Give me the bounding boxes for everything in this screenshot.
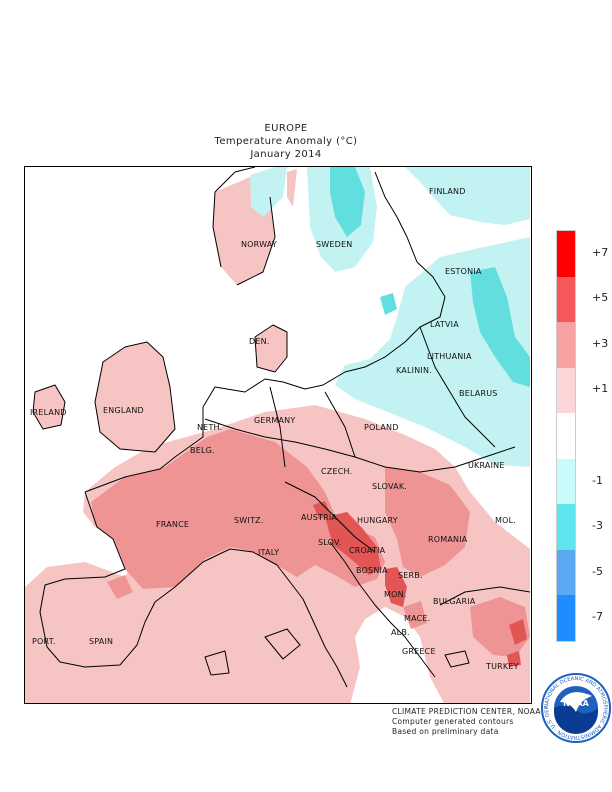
country-label-turkey: TURKEY (486, 662, 519, 671)
legend-tick-label: -7 (592, 610, 603, 624)
legend-tick-label: -5 (592, 564, 603, 578)
country-label-mon: MON. (384, 590, 407, 599)
cold-anomaly-3-5-region (330, 167, 530, 387)
legend-tick-label: +3 (592, 336, 609, 350)
country-label-finland: FINLAND (429, 187, 466, 196)
country-label-lithuania: LITHUANIA (427, 352, 472, 361)
country-label-neth: NETH. (197, 423, 223, 432)
country-label-sweden: SWEDEN (316, 240, 353, 249)
legend-swatch (557, 504, 575, 550)
country-label-slov: SLOV. (318, 538, 342, 547)
country-label-estonia: ESTONIA (445, 267, 482, 276)
credits-block: CLIMATE PREDICTION CENTER, NOAA Computer… (392, 707, 541, 737)
country-label-serb: SERB. (398, 571, 423, 580)
country-label-austria: AUSTRIA (301, 513, 338, 522)
country-label-norway: NORWAY (241, 240, 277, 249)
country-label-poland: POLAND (364, 423, 399, 432)
map-title: EUROPE Temperature Anomaly (°C) January … (0, 122, 572, 161)
country-label-germany: GERMANY (254, 416, 296, 425)
country-label-england: ENGLAND (103, 406, 144, 415)
legend-swatch (557, 322, 575, 368)
country-label-belg: BELG. (190, 446, 215, 455)
country-label-den: DEN. (249, 337, 270, 346)
legend-tick-label: +5 (592, 291, 609, 305)
country-label-czech: CZECH. (321, 467, 353, 476)
anomaly-map (25, 167, 531, 703)
warm-anomaly-3-5-region (91, 429, 530, 657)
legend-swatch (557, 595, 575, 641)
logo-noaa-text: NOAA (563, 699, 589, 708)
country-label-spain: SPAIN (89, 637, 114, 646)
country-label-mace: MACE. (404, 614, 431, 623)
country-label-ukraine: UKRAINE (468, 461, 505, 470)
legend-tick-label: +1 (592, 382, 609, 396)
country-label-italy: ITALY (258, 548, 280, 557)
country-label-mol: MOL. (495, 516, 516, 525)
noaa-logo: NATIONAL OCEANIC AND ATMOSPHERIC ADMINIS… (537, 668, 612, 744)
credits-line-3: Based on preliminary data (392, 727, 499, 736)
legend-tick-label: +7 (592, 245, 609, 259)
country-label-port: PORT. (32, 637, 56, 646)
title-quantity: Temperature Anomaly (°C) (214, 136, 358, 147)
color-legend (556, 230, 576, 642)
legend-swatch (557, 367, 575, 414)
country-label-alb: ALB. (391, 628, 410, 637)
title-period: January 2014 (250, 149, 322, 160)
title-region: EUROPE (264, 123, 308, 134)
country-label-france: FRANCE (156, 520, 190, 529)
country-label-slovak: SLOVAK. (372, 482, 408, 491)
credits-line-1: CLIMATE PREDICTION CENTER, NOAA (392, 707, 541, 716)
coastlines-and-borders (32, 167, 531, 688)
country-label-bosnia: BOSNIA (356, 566, 388, 575)
country-label-hungary: HUNGARY (357, 516, 398, 525)
legend-tick-label: -3 (592, 519, 603, 533)
legend-swatch (557, 276, 575, 323)
country-label-ireland: IRELAND (30, 408, 67, 417)
legend-tick-label: -1 (592, 473, 603, 487)
legend-swatch (557, 549, 575, 596)
country-label-bulgaria: BULGARIA (433, 597, 476, 606)
legend-swatch (557, 458, 575, 505)
country-label-croatia: CROATIA (349, 546, 386, 555)
legend-swatch (557, 413, 575, 459)
legend-swatch (557, 231, 575, 277)
country-label-romania: ROMANIA (428, 535, 468, 544)
country-label-belarus: BELARUS (459, 389, 498, 398)
map-panel (24, 166, 532, 704)
country-label-greece: GREECE (402, 647, 436, 656)
warm-anomaly-5-7-region (313, 501, 527, 667)
country-label-switz: SWITZ. (234, 516, 264, 525)
country-label-kalinin: KALININ. (396, 366, 432, 375)
credits-line-2: Computer generated contours (392, 717, 514, 726)
country-label-latvia: LATVIA (430, 320, 459, 329)
